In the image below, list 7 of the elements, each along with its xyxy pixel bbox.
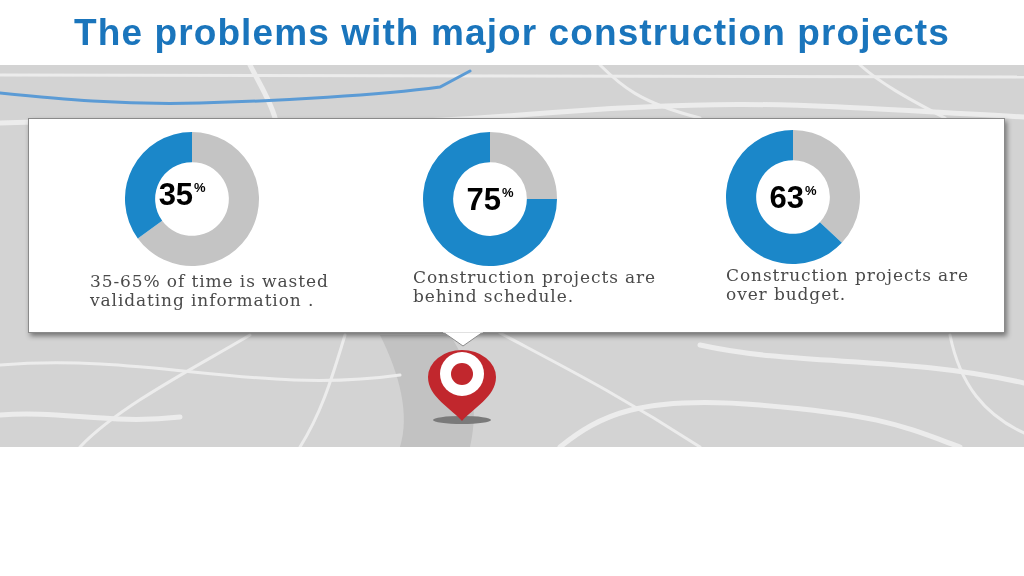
- text: Construction projects are over budget.: [726, 265, 971, 304]
- data-label: 63%: [769, 180, 817, 215]
- data-label: 75%: [466, 182, 514, 217]
- text: The problems with major construction projects: [73, 11, 951, 55]
- text: Construction projects are behind schedule.: [413, 267, 658, 306]
- data-label: 35%: [158, 176, 207, 212]
- text: 35-65% of time is wasted validating information .: [90, 271, 330, 310]
